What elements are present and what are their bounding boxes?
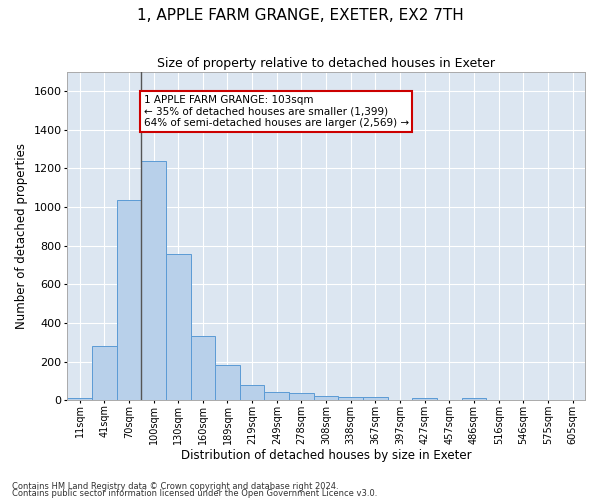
Bar [116,200,141,400]
Bar [240,385,265,400]
Bar [141,160,166,400]
Text: Contains HM Land Registry data © Crown copyright and database right 2024.: Contains HM Land Registry data © Crown c… [12,482,338,491]
Bar [166,254,191,400]
Title: Size of property relative to detached houses in Exeter: Size of property relative to detached ho… [157,58,495,70]
Bar [191,336,215,400]
Bar [412,398,437,400]
Bar [363,397,388,400]
Bar [265,392,289,400]
Bar [289,393,314,400]
Bar [338,398,363,400]
Bar [67,398,92,400]
Bar [314,396,338,400]
Text: 1 APPLE FARM GRANGE: 103sqm
← 35% of detached houses are smaller (1,399)
64% of : 1 APPLE FARM GRANGE: 103sqm ← 35% of det… [143,95,409,128]
Bar [215,366,240,400]
Text: 1, APPLE FARM GRANGE, EXETER, EX2 7TH: 1, APPLE FARM GRANGE, EXETER, EX2 7TH [137,8,463,22]
X-axis label: Distribution of detached houses by size in Exeter: Distribution of detached houses by size … [181,450,472,462]
Bar [92,346,116,401]
Text: Contains public sector information licensed under the Open Government Licence v3: Contains public sector information licen… [12,490,377,498]
Bar [462,398,487,400]
Y-axis label: Number of detached properties: Number of detached properties [15,143,28,329]
